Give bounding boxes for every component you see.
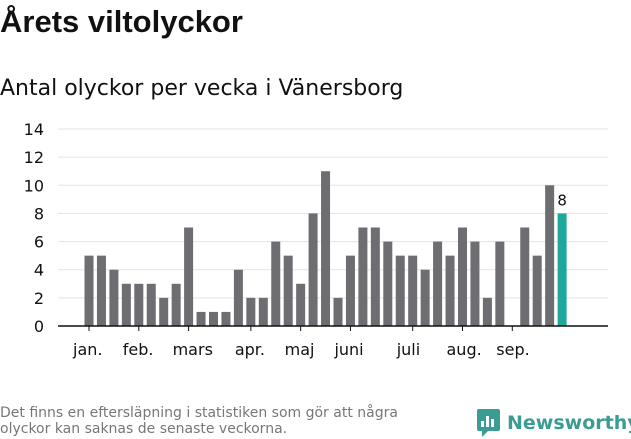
bar [96,255,106,326]
bar [345,255,355,326]
bar [109,269,119,326]
x-tick-label: mars [173,340,213,359]
chart-title: Årets viltolyckor [0,4,243,39]
brand-name: Newsworthy [507,412,631,434]
y-tick-label: 14 [24,120,44,139]
bar [196,311,206,326]
bar [395,255,405,326]
footnote: Det finns en eftersläpning i statistiken… [0,405,398,437]
bar [159,297,169,326]
bar [557,213,567,326]
bar [246,297,256,326]
bar [134,283,144,326]
bar [420,269,430,326]
x-tick-label: maj [285,340,315,359]
y-tick-label: 8 [34,204,44,223]
bar [308,213,318,326]
bar [233,269,243,326]
bar [370,227,380,326]
bar [433,241,443,326]
data-labels: 8 [557,191,567,209]
bar-chart: 0 2 4 6 8 10 12 14 jan. feb. mars apr. maj juni juli a… [24,120,608,359]
bar [209,311,218,326]
bar [458,227,467,326]
highlight-value-label: 8 [557,191,567,209]
x-axis: jan. feb. mars apr. maj juni juli aug. sep. [58,325,608,359]
bar [221,311,231,326]
bar [296,283,306,326]
y-tick-label: 4 [34,261,44,280]
bar [171,283,181,326]
bar [84,255,94,326]
newsworthy-logo-icon [477,409,500,437]
chart-bars [84,171,567,326]
bar [482,297,492,326]
bar [258,297,268,326]
chart-subtitle: Antal olyckor per vecka i Vänersborg [0,76,404,101]
bar [283,255,293,326]
bar [358,227,368,326]
x-tick-label: sep. [496,340,529,359]
bar [445,255,455,326]
bar [271,241,281,326]
bar [470,241,480,326]
bar [333,297,343,326]
bar [495,241,505,326]
bar [184,227,194,326]
bar [146,283,156,326]
bar [532,255,542,326]
x-tick-label: feb. [123,340,154,359]
bar [408,255,418,326]
bar [545,185,555,326]
newsworthy-logo: Newsworthy [476,408,631,438]
x-tick-label: apr. [235,340,265,359]
bar [383,241,393,326]
y-tick-label: 2 [34,289,44,308]
y-axis-ticks: 0 2 4 6 8 10 12 14 [24,120,44,336]
x-tick-label: juli [396,340,420,359]
bar [321,171,331,326]
y-tick-label: 6 [34,233,44,252]
y-tick-label: 0 [34,317,44,336]
x-tick-label: jan. [72,340,102,359]
bar [121,283,131,326]
y-tick-label: 10 [24,176,44,195]
y-tick-label: 12 [24,148,44,167]
bar [520,227,530,326]
x-tick-label: juni [333,340,363,359]
x-tick-label: aug. [447,340,482,359]
